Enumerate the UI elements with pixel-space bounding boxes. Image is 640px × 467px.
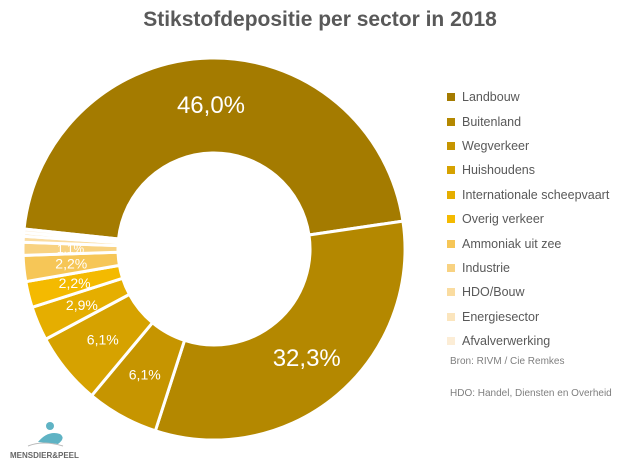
legend-label: Wegverkeer (462, 138, 530, 153)
legend-item: HDO/Bouw (447, 280, 609, 304)
legend-label: Industrie (462, 260, 510, 275)
legend-swatch (447, 239, 455, 248)
legend-swatch (447, 312, 455, 321)
legend-item: Internationale scheepvaart (447, 183, 609, 207)
hdo-note: HDO: Handel, Diensten en Overheid (450, 388, 612, 399)
slice-landbouw (22, 56, 405, 241)
legend-swatch (447, 166, 455, 175)
legend-swatch (447, 190, 455, 199)
slice-afvalverwerking (22, 227, 121, 243)
legend-swatch (447, 93, 455, 102)
legend-item: Landbouw (447, 85, 609, 109)
legend-label: Overig verkeer (462, 212, 544, 227)
legend-label: Afvalverwerking (462, 334, 551, 349)
legend-label: Landbouw (462, 90, 520, 105)
legend-swatch (447, 215, 455, 224)
data-label: 2,2% (55, 256, 87, 272)
legend-item: Overig verkeer (447, 207, 609, 231)
legend-label: Internationale scheepvaart (462, 187, 610, 202)
legend-item: Buitenland (447, 109, 609, 133)
data-label: 6,1% (129, 367, 161, 383)
legend-item: Afvalverwerking (447, 329, 609, 353)
data-label: 32,3% (273, 345, 341, 372)
legend-item: Energiesector (447, 305, 609, 329)
source-note: Bron: RIVM / Cie Remkes (450, 356, 565, 367)
legend-item: Ammoniak uit zee (447, 231, 609, 255)
mensdierpeel-logo: MENSDIER&PEEL (10, 422, 79, 460)
legend-swatch (447, 117, 455, 126)
chart-title: Stikstofdepositie per sector in 2018 (143, 8, 497, 31)
legend-swatch (447, 263, 455, 272)
legend-label: Buitenland (462, 114, 522, 129)
legend-swatch (447, 141, 455, 150)
legend-swatch (447, 288, 455, 297)
donut-chart: 46,0%32,3%6,1%6,1%2,9%2,2%2,2%1,1% (21, 56, 407, 442)
legend-label: Ammoniak uit zee (462, 236, 562, 251)
legend-label: Energiesector (462, 309, 540, 324)
legend-item: Industrie (447, 256, 609, 280)
slice-buitenland (153, 219, 407, 442)
data-label: 6,1% (87, 332, 119, 348)
legend-item: Huishoudens (447, 158, 609, 182)
legend-item: Wegverkeer (447, 134, 609, 158)
legend: Landbouw Buitenland Wegverkeer Huishoudens I… (447, 85, 609, 353)
data-label: 46,0% (177, 92, 245, 119)
data-label: 2,2% (59, 275, 91, 291)
svg-text:MENSDIER&PEEL: MENSDIER&PEEL (10, 451, 79, 460)
legend-swatch (447, 337, 455, 346)
legend-label: HDO/Bouw (462, 285, 525, 300)
data-label: 2,9% (66, 297, 98, 313)
legend-label: Huishoudens (462, 163, 535, 178)
